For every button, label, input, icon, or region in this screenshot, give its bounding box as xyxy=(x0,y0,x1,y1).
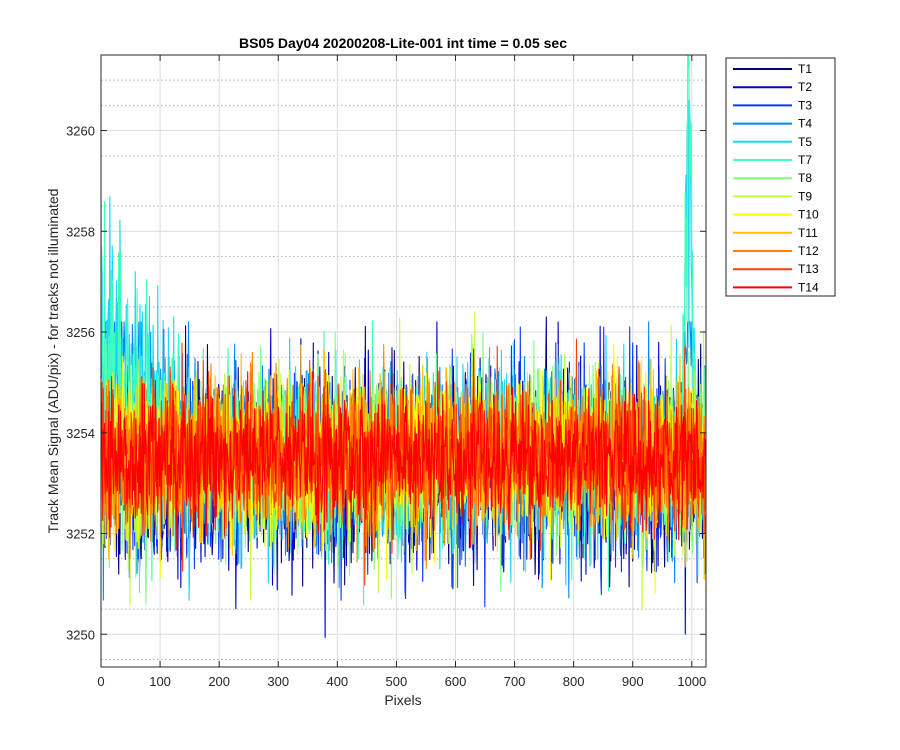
x-tick-label: 800 xyxy=(563,674,585,689)
x-axis-label: Pixels xyxy=(384,692,421,708)
legend-label: T2 xyxy=(798,80,812,94)
legend-label: T3 xyxy=(798,98,812,112)
legend-entry-t14: T14 xyxy=(733,280,819,294)
legend-entries: T1 T2 T3 T4 T5 T7 T8 T9 T10 T11 T12 T13 T14 xyxy=(733,62,819,294)
x-tick-label: 1000 xyxy=(677,674,706,689)
legend-entry-t1: T1 xyxy=(733,62,812,76)
legend-box xyxy=(725,57,836,297)
legend-entry-t8: T8 xyxy=(733,171,812,185)
y-tick-label: 3256 xyxy=(66,325,95,340)
legend-label: T14 xyxy=(798,280,819,294)
x-tick-label: 600 xyxy=(445,674,467,689)
legend-label: T5 xyxy=(798,135,812,149)
x-tick-label: 0 xyxy=(97,674,104,689)
x-tick-label: 500 xyxy=(386,674,408,689)
plot-background xyxy=(101,55,706,667)
legend-label: T9 xyxy=(798,189,812,203)
legend-label: T11 xyxy=(798,226,818,240)
y-axis-label: Track Mean Signal (ADU/pix) - for tracks… xyxy=(45,189,61,534)
y-tick-labels: 3250 3252 3254 3256 3258 3260 xyxy=(66,124,95,643)
legend-label: T8 xyxy=(798,171,812,185)
legend-entry-t5: T5 xyxy=(733,135,812,149)
legend-entry-t12: T12 xyxy=(733,244,819,258)
x-tick-label: 200 xyxy=(208,674,230,689)
y-tick-label: 3250 xyxy=(66,627,95,642)
plot-area xyxy=(100,54,707,668)
legend-label: T12 xyxy=(798,244,819,258)
legend-label: T1 xyxy=(798,62,812,76)
legend-entry-t11: T11 xyxy=(733,226,818,240)
legend-entry-t4: T4 xyxy=(733,117,812,131)
x-tick-labels: 0 100 200 300 400 500 600 700 800 900 1000 xyxy=(97,674,706,689)
series-lines xyxy=(100,54,707,639)
legend-label: T10 xyxy=(798,208,819,222)
legend-entry-t10: T10 xyxy=(733,208,819,222)
y-tick-label: 3260 xyxy=(66,124,95,139)
legend-entry-t13: T13 xyxy=(733,262,819,276)
legend-entry-t9: T9 xyxy=(733,189,812,203)
x-tick-label: 100 xyxy=(149,674,171,689)
legend-entry-t7: T7 xyxy=(733,153,812,167)
legend-label: T4 xyxy=(798,117,812,131)
y-tick-label: 3254 xyxy=(66,426,95,441)
series-line-t14 xyxy=(100,348,707,551)
legend-entry-t3: T3 xyxy=(733,98,812,112)
chart-title: BS05 Day04 20200208-Lite-001 int time = … xyxy=(239,35,567,51)
x-tick-label: 900 xyxy=(622,674,644,689)
y-tick-label: 3252 xyxy=(66,527,95,542)
y-tick-label: 3258 xyxy=(66,224,95,239)
legend-entry-t2: T2 xyxy=(733,80,812,94)
x-tick-label: 400 xyxy=(326,674,348,689)
axis-ticks xyxy=(100,55,706,667)
x-tick-label: 300 xyxy=(267,674,289,689)
legend-label: T13 xyxy=(798,262,819,276)
legend: T1 T2 T3 T4 T5 T7 T8 T9 T10 T11 T12 T13 T14 xyxy=(725,57,836,297)
plot-border xyxy=(100,54,707,668)
legend-label: T7 xyxy=(798,153,812,167)
x-tick-label: 700 xyxy=(504,674,526,689)
